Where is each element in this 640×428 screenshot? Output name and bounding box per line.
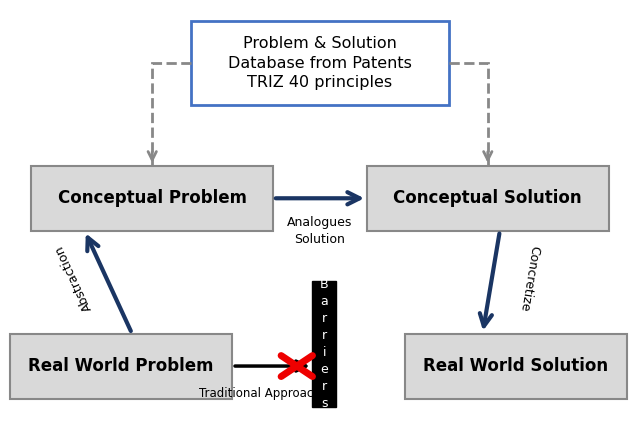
Text: Real World Solution: Real World Solution xyxy=(424,357,609,375)
Text: Real World Problem: Real World Problem xyxy=(28,357,214,375)
Text: B
a
r
r
i
e
r
s: B a r r i e r s xyxy=(320,278,329,410)
Text: Problem & Solution
Database from Patents
TRIZ 40 principles: Problem & Solution Database from Patents… xyxy=(228,36,412,90)
FancyBboxPatch shape xyxy=(10,333,232,398)
FancyBboxPatch shape xyxy=(312,281,336,407)
Text: Concretize: Concretize xyxy=(517,244,541,312)
FancyBboxPatch shape xyxy=(404,333,627,398)
Text: Analogues
Solution: Analogues Solution xyxy=(287,216,353,246)
Text: Conceptual Problem: Conceptual Problem xyxy=(58,189,247,207)
Text: Traditional Approach: Traditional Approach xyxy=(199,387,321,400)
Text: Abstraction: Abstraction xyxy=(53,243,95,313)
FancyBboxPatch shape xyxy=(191,21,449,105)
FancyBboxPatch shape xyxy=(31,166,273,231)
FancyBboxPatch shape xyxy=(367,166,609,231)
Text: Conceptual Solution: Conceptual Solution xyxy=(394,189,582,207)
